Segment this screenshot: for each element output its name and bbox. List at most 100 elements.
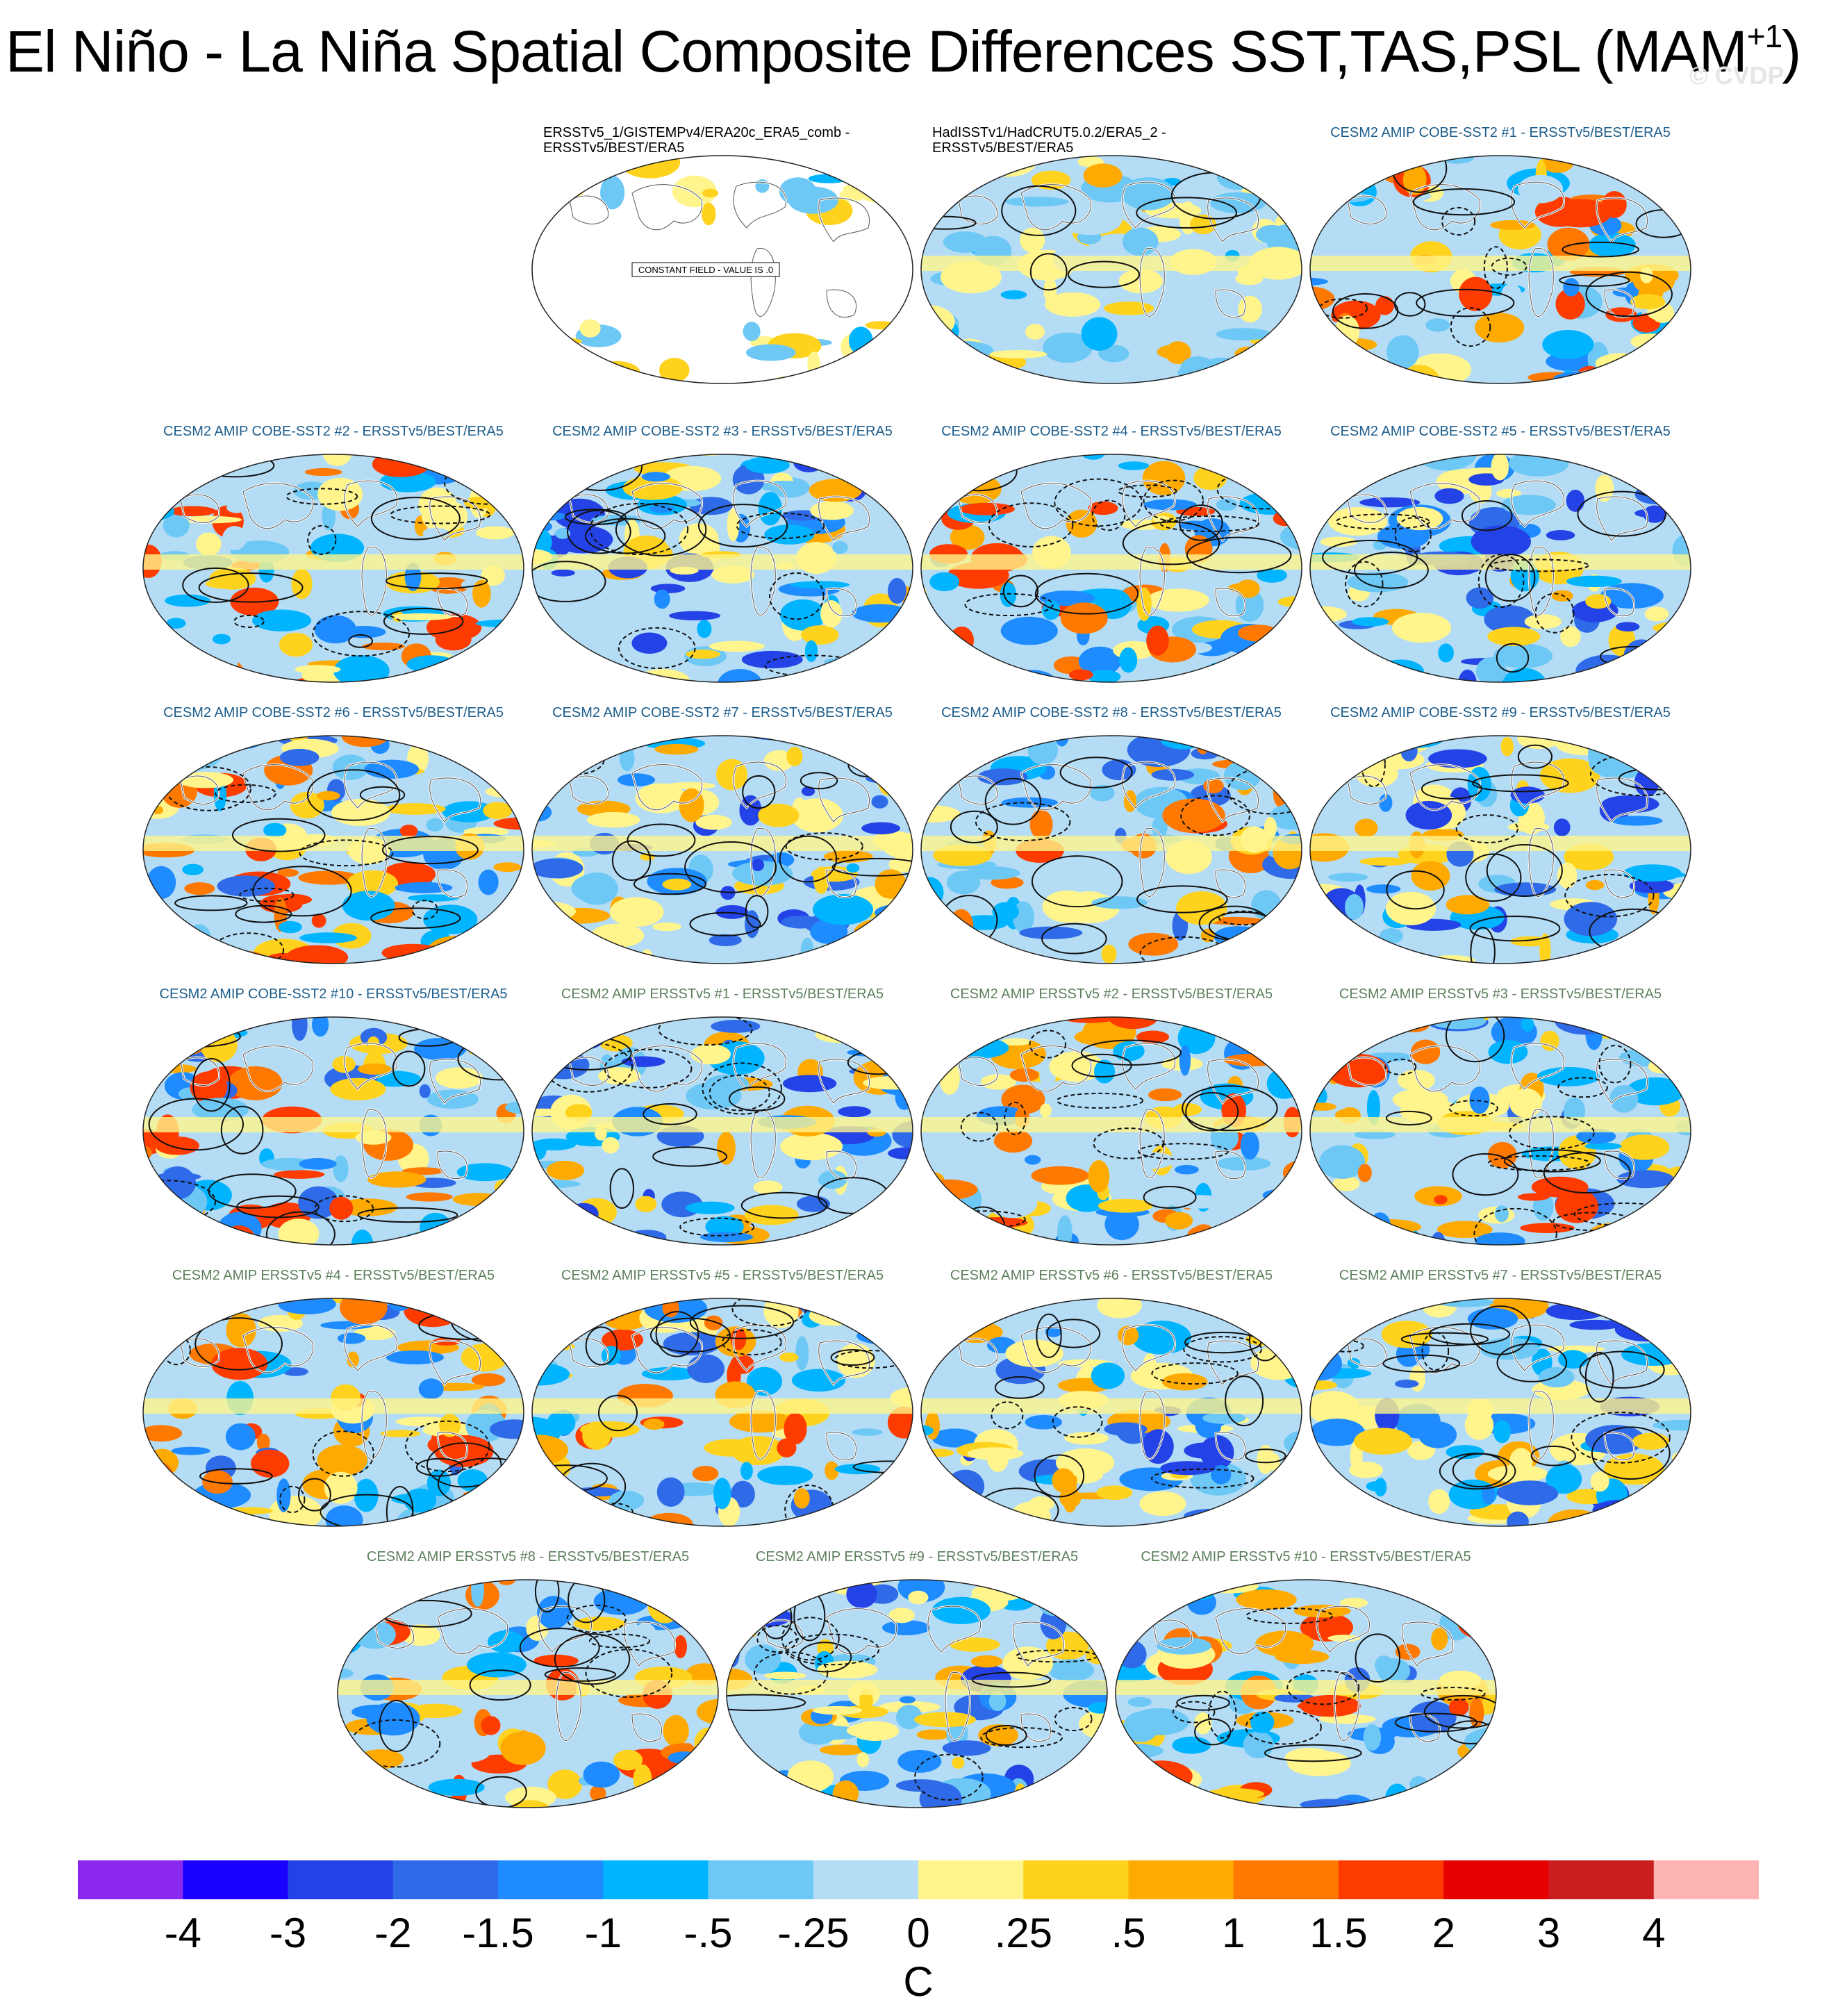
- anomaly-patch: [1421, 1780, 1461, 1808]
- psl-contour: [1186, 536, 1292, 574]
- anomaly-patch: [643, 1419, 665, 1430]
- title-superscript: +1: [1746, 18, 1782, 54]
- anomaly-patch: [908, 945, 913, 964]
- anomaly-patch: [784, 1298, 816, 1300]
- panel-title-line1: CESM2 AMIP ERSSTv5 #7 - ERSSTv5/BEST/ERA…: [1339, 1268, 1662, 1283]
- anomaly-patch: [1257, 568, 1287, 583]
- anomaly-patch: [1539, 933, 1551, 964]
- anomaly-patch: [735, 1580, 772, 1612]
- anomaly-patch: [1411, 861, 1450, 891]
- colorbar-tick-label: 1.5: [1309, 1910, 1368, 1956]
- psl-contour: [1160, 515, 1259, 532]
- anomaly-patch: [177, 772, 233, 788]
- anomaly-patch: [472, 579, 491, 608]
- anomaly-patch: [959, 502, 1015, 515]
- map-outline: [142, 1298, 524, 1527]
- anomaly-patch: [1576, 1128, 1616, 1144]
- anomaly-patch: [1291, 323, 1302, 355]
- anomaly-patch: [184, 882, 215, 895]
- anomaly-patch: [1663, 668, 1691, 682]
- anomaly-patch: [1310, 927, 1316, 944]
- anomaly-patch: [407, 894, 460, 902]
- psl-contour: [736, 512, 825, 540]
- anomaly-patch: [1375, 296, 1394, 315]
- anomaly-patch: [1323, 1298, 1381, 1315]
- psl-contour: [1394, 517, 1432, 553]
- anomaly-patch: [1653, 1419, 1691, 1431]
- anomaly-patch: [873, 1298, 913, 1317]
- anomaly-patch: [1355, 236, 1416, 250]
- anomaly-patch: [498, 920, 524, 929]
- map-panel: CESM2 AMIP ERSSTv5 #2 - ERSSTv5/BEST/ERA…: [917, 986, 1306, 1250]
- psl-contour: [220, 1105, 264, 1155]
- equatorial-band: [921, 554, 1302, 570]
- anomaly-patch: [705, 1216, 744, 1237]
- anomaly-patch: [657, 1778, 688, 1805]
- psl-contour: [1421, 778, 1482, 800]
- anomaly-patch: [633, 1764, 652, 1794]
- anomaly-patch: [1091, 1362, 1125, 1389]
- anomaly-patch: [1344, 747, 1382, 758]
- anomaly-patch: [571, 874, 618, 902]
- colorbar-swatch: [1233, 1860, 1339, 1899]
- anomaly-patch: [1130, 1760, 1193, 1792]
- anomaly-patch: [1507, 1511, 1529, 1526]
- colorbar-tick-label: 4: [1642, 1910, 1666, 1956]
- anomaly-patch: [1005, 1339, 1063, 1368]
- anomaly-patch: [992, 902, 1019, 922]
- anomaly-patch: [945, 484, 959, 497]
- psl-contour: [984, 777, 1041, 825]
- global-map: [1309, 155, 1691, 384]
- anomaly-patch: [1614, 1317, 1679, 1342]
- panel-title: CESM2 AMIP COBE-SST2 #10 - ERSSTv5/BEST/…: [139, 986, 528, 1002]
- anomaly-patch: [1172, 1736, 1211, 1754]
- psl-contour: [914, 1753, 984, 1801]
- anomaly-patch: [1269, 804, 1302, 830]
- anomaly-patch: [537, 667, 578, 682]
- psl-contour: [971, 1671, 1052, 1688]
- anomaly-patch: [609, 897, 664, 927]
- anomaly-patch: [436, 676, 488, 682]
- anomaly-patch: [1320, 536, 1357, 547]
- anomaly-patch: [1446, 1445, 1484, 1460]
- anomaly-patch: [1237, 936, 1296, 943]
- anomaly-patch: [485, 1655, 499, 1672]
- equatorial-band: [727, 1680, 1107, 1695]
- anomaly-patch: [1025, 324, 1045, 340]
- equatorial-band: [532, 1117, 913, 1132]
- panel-title-line1: CESM2 AMIP ERSSTv5 #8 - ERSSTv5/BEST/ERA…: [366, 1549, 690, 1564]
- anomaly-patch: [1332, 1175, 1360, 1191]
- anomaly-patch: [1630, 1500, 1670, 1520]
- anomaly-patch: [1202, 1412, 1246, 1424]
- anomaly-patch: [925, 1411, 940, 1440]
- psl-contour: [444, 461, 524, 505]
- coastline: [242, 1327, 314, 1373]
- anomaly-patch: [1438, 643, 1454, 663]
- anomaly-patch: [479, 1017, 501, 1046]
- anomaly-patch: [312, 1017, 329, 1037]
- anomaly-patch: [168, 506, 217, 517]
- anomaly-patch: [1062, 1763, 1107, 1787]
- psl-contour: [370, 497, 461, 540]
- anomaly-patch: [1664, 1320, 1687, 1332]
- anomaly-patch: [489, 1419, 524, 1439]
- psl-contour: [745, 895, 769, 929]
- anomaly-patch: [564, 1017, 607, 1050]
- psl-contour: [781, 1617, 840, 1661]
- anomaly-patch: [471, 1373, 506, 1387]
- anomaly-patch: [1349, 1462, 1383, 1478]
- anomaly-patch: [967, 1447, 1024, 1460]
- anomaly-patch: [1517, 736, 1560, 750]
- anomaly-patch: [1540, 1030, 1559, 1051]
- map-panel: CESM2 AMIP ERSSTv5 #5 - ERSSTv5/BEST/ERA…: [528, 1268, 917, 1532]
- anomaly-patch: [1252, 1476, 1302, 1506]
- psl-contour: [194, 1317, 283, 1371]
- anomaly-patch: [515, 1017, 524, 1026]
- anomaly-patch: [1262, 1189, 1294, 1201]
- map-outline: [1309, 735, 1691, 964]
- coastline: [437, 588, 468, 617]
- anomaly-patch: [980, 1074, 1016, 1090]
- anomaly-patch: [143, 1232, 182, 1245]
- anomaly-patch: [143, 1335, 166, 1353]
- anomaly-patch: [1641, 945, 1655, 964]
